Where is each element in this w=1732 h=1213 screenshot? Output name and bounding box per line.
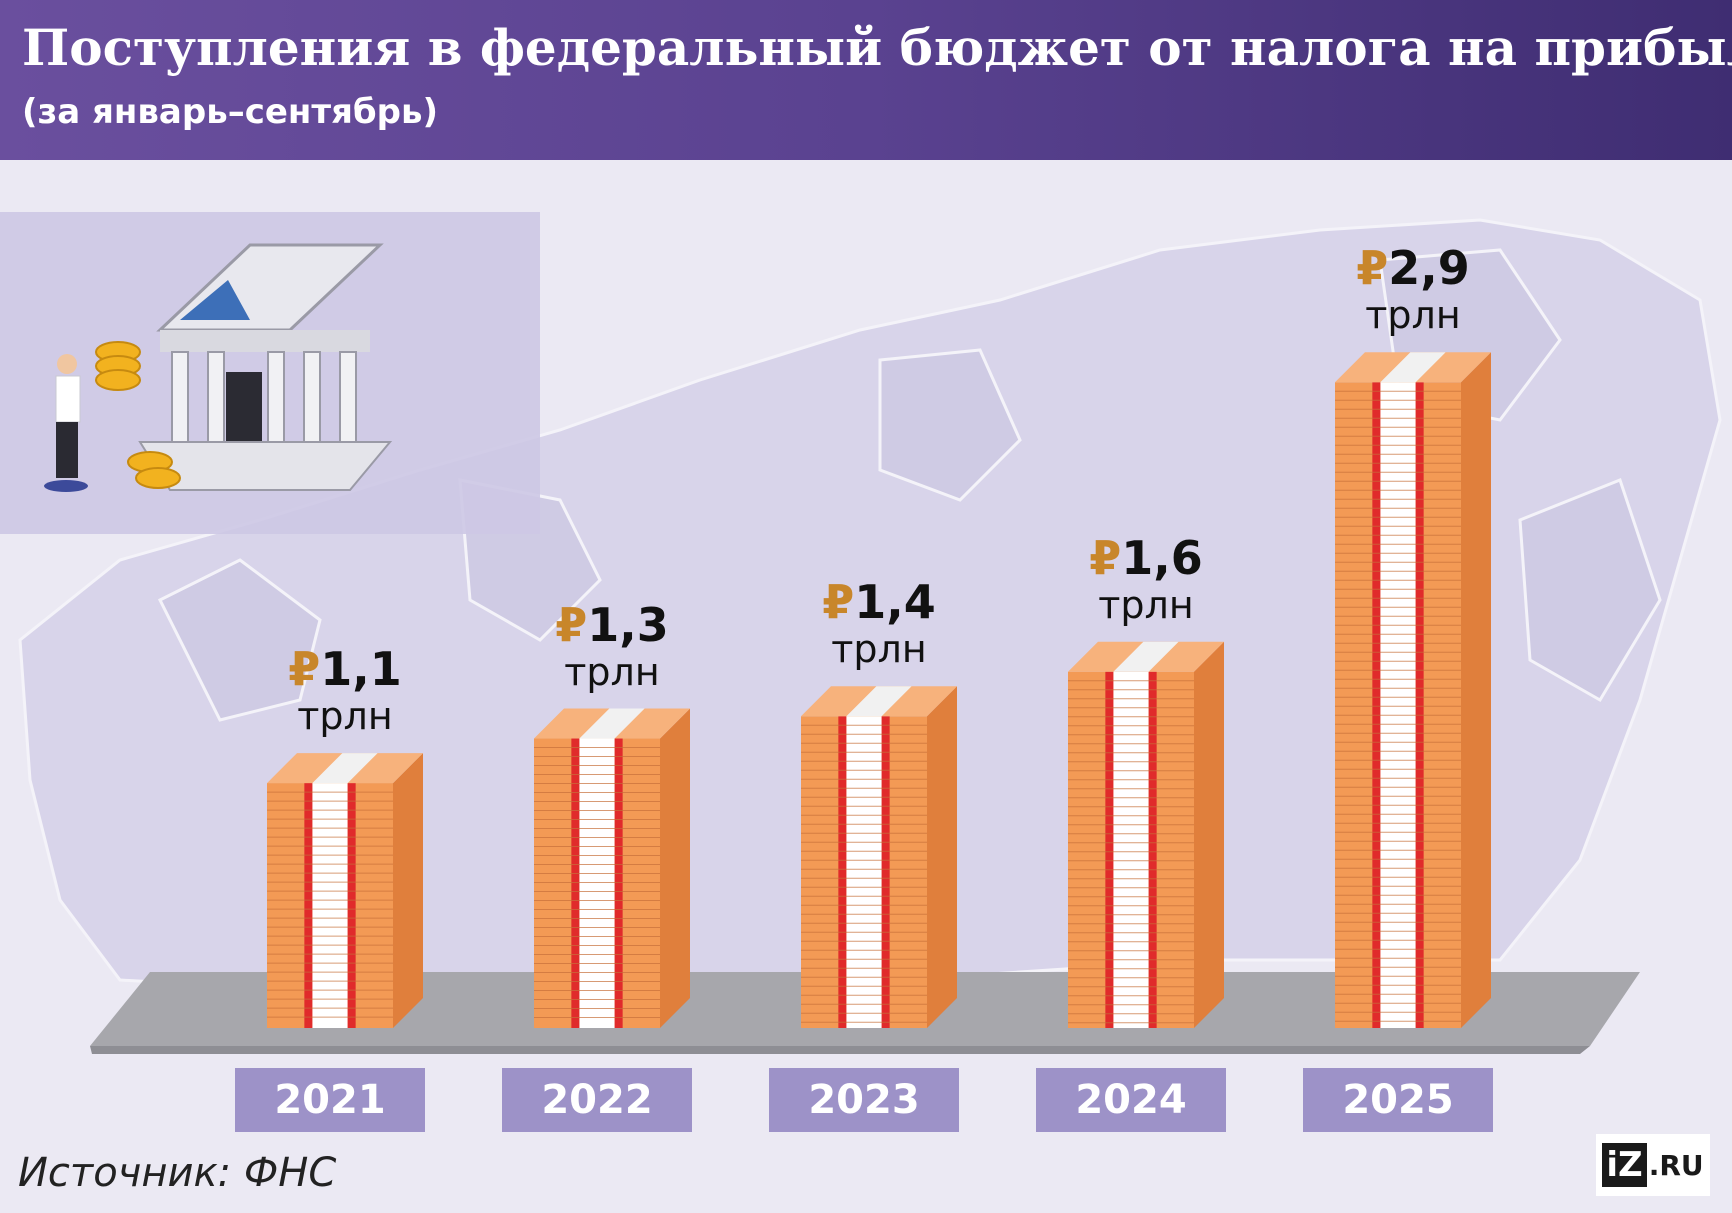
bar-stripe-left [1372, 382, 1381, 1028]
year-label-2025: 2025 [1303, 1068, 1493, 1132]
bar-side [660, 708, 690, 1028]
currency-symbol: ₽ [1356, 241, 1389, 296]
bar-side [1194, 641, 1224, 1028]
value-number: ₽1,6 [1046, 532, 1246, 584]
value-unit: трлн [1365, 293, 1461, 338]
currency-symbol: ₽ [1089, 530, 1122, 585]
bar-stack-lines [1335, 390, 1461, 1022]
bar-side [393, 753, 423, 1028]
year-label-2023: 2023 [769, 1068, 959, 1132]
bar-stripe-left [838, 716, 847, 1028]
bar-2021 [267, 753, 423, 1028]
bar-stack-lines [801, 724, 927, 1023]
value-text: 2,9 [1388, 241, 1470, 296]
value-text: 1,4 [854, 575, 936, 630]
bar-stripe-right [614, 738, 623, 1028]
bar-band [312, 783, 348, 1028]
value-number: ₽2,9 [1313, 242, 1513, 294]
value-text: 1,1 [320, 642, 402, 697]
chart-subtitle: (за январь–сентябрь) [22, 92, 439, 132]
value-label-2022: ₽1,3 трлн [512, 599, 712, 693]
year-label-2024: 2024 [1036, 1068, 1226, 1132]
value-number: ₽1,3 [512, 599, 712, 651]
iz-logo: iZ .RU [1596, 1134, 1710, 1196]
bar-stripe-right [881, 716, 890, 1028]
value-unit: трлн [1098, 582, 1194, 627]
bar-top-band [579, 708, 645, 739]
bar-top-band [1113, 641, 1179, 672]
bar-stack-lines [534, 747, 660, 1019]
currency-symbol: ₽ [288, 642, 321, 697]
value-label-2024: ₽1,6 трлн [1046, 532, 1246, 626]
year-label-2022: 2022 [502, 1068, 692, 1132]
value-unit: трлн [831, 627, 927, 672]
value-label-2023: ₽1,4 трлн [779, 576, 979, 670]
chart-title: Поступления в федеральный бюджет от нало… [22, 18, 1732, 77]
bar-stack-lines [1068, 680, 1194, 1024]
bar-band [846, 716, 882, 1028]
currency-symbol: ₽ [555, 597, 588, 652]
bar-side [1461, 352, 1491, 1028]
bar-2023 [801, 686, 957, 1028]
bar-top-band [312, 753, 378, 784]
bar-band [579, 738, 615, 1028]
value-unit: трлн [297, 694, 393, 739]
bank-illustration [0, 212, 540, 534]
bar-side [927, 686, 957, 1028]
value-number: ₽1,4 [779, 576, 979, 628]
bar-stripe-left [1105, 671, 1114, 1028]
logo-ru: .RU [1648, 1148, 1704, 1182]
source-note: Источник: ФНС [18, 1150, 337, 1196]
currency-symbol: ₽ [822, 575, 855, 630]
value-text: 1,3 [587, 597, 669, 652]
bar-2025 [1335, 352, 1491, 1028]
bar-group [267, 352, 1491, 1028]
value-text: 1,6 [1121, 530, 1203, 585]
value-unit: трлн [564, 649, 660, 694]
bar-top-band [846, 686, 912, 717]
year-label-2021: 2021 [235, 1068, 425, 1132]
chart-platform-edge [90, 1046, 1590, 1054]
bar-2022 [534, 708, 690, 1028]
bar-top-band [1380, 352, 1446, 383]
bar-band [1113, 671, 1149, 1028]
bar-stripe-left [304, 783, 313, 1028]
logo-iz: iZ [1602, 1143, 1647, 1187]
value-label-2025: ₽2,9 трлн [1313, 242, 1513, 336]
bar-2024 [1068, 641, 1224, 1028]
value-number: ₽1,1 [245, 643, 445, 695]
bar-stripe-right [347, 783, 356, 1028]
bar-stripe-right [1148, 671, 1157, 1028]
bar-stripe-left [571, 738, 580, 1028]
value-label-2021: ₽1,1 трлн [245, 643, 445, 737]
bar-stack-lines [267, 791, 393, 1018]
bar-stripe-right [1415, 382, 1424, 1028]
header-banner: Поступления в федеральный бюджет от нало… [0, 0, 1732, 160]
